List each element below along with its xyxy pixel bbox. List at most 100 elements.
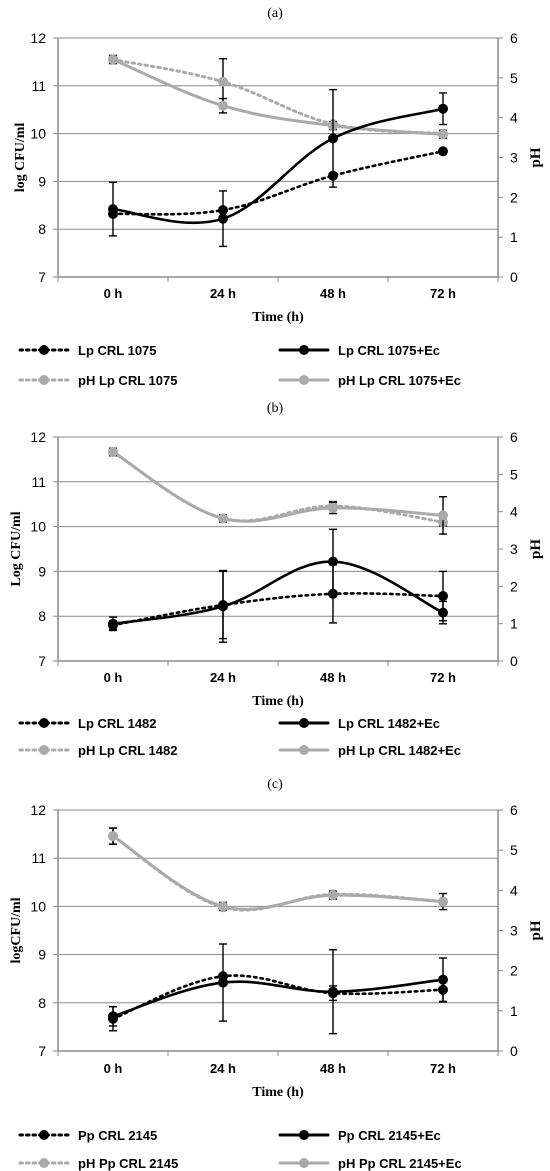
x-tick-label: 24 h <box>210 286 236 301</box>
x-tick-label: 48 h <box>320 286 346 301</box>
legend-swatch-marker <box>39 375 49 385</box>
y-tick-label: 8 <box>38 995 46 1011</box>
y-tick-label: 9 <box>38 173 46 189</box>
x-tick-label: 0 h <box>104 670 123 685</box>
x-axis-title: Time (h) <box>252 694 304 709</box>
legend-label: Lp CRL 1075+Ec <box>338 343 440 358</box>
data-point-s1 <box>108 1011 118 1022</box>
data-point-s3 <box>438 896 448 907</box>
y2-tick-label: 2 <box>510 963 518 979</box>
y2-tick-label: 1 <box>510 616 518 632</box>
y-tick-label: 10 <box>30 898 46 914</box>
y2-tick-label: 2 <box>510 578 518 594</box>
legend-swatch-marker <box>39 345 49 355</box>
x-axis-title: Time (h) <box>252 310 304 325</box>
y2-tick-label: 6 <box>510 429 518 445</box>
data-point-s1 <box>328 986 338 997</box>
legend-label: Pp CRL 2145 <box>78 1128 157 1143</box>
data-point-s1 <box>218 213 228 224</box>
legend-label: Lp CRL 1482+Ec <box>338 716 440 731</box>
y-axis-title: Log CFU/ml <box>9 511 24 586</box>
data-point-s3 <box>108 446 118 457</box>
data-point-s0 <box>438 146 448 157</box>
data-point-s1 <box>108 204 118 215</box>
y2-tick-label: 3 <box>510 923 518 939</box>
legend-swatch-marker <box>39 1158 49 1168</box>
x-tick-label: 0 h <box>104 1061 123 1076</box>
y-axis-title: log CFU/ml <box>13 123 28 193</box>
series-line-0 <box>111 592 445 627</box>
y-tick-label: 7 <box>38 269 46 285</box>
y2-tick-label: 5 <box>510 70 518 86</box>
legend-swatch-marker <box>299 745 309 755</box>
series-line-1 <box>111 107 445 225</box>
y2-tick-label: 4 <box>510 504 518 520</box>
legend-swatch-marker <box>299 718 309 728</box>
data-point-s1 <box>328 133 338 144</box>
y-tick-label: 10 <box>30 126 46 142</box>
data-point-s1 <box>438 607 448 618</box>
x-tick-label: 72 h <box>430 1061 456 1076</box>
y2-tick-label: 6 <box>510 30 518 46</box>
y2-axis-title: pH <box>528 920 544 940</box>
data-point-s1 <box>218 977 228 988</box>
y-tick-label: 11 <box>31 78 46 94</box>
series-line-1 <box>111 978 445 1018</box>
y2-tick-label: 1 <box>510 229 518 245</box>
x-tick-label: 0 h <box>104 286 123 301</box>
data-point-s3 <box>328 502 338 513</box>
y-tick-label: 7 <box>38 653 46 669</box>
data-point-s0 <box>438 591 448 602</box>
y2-tick-label: 3 <box>510 150 518 166</box>
x-tick-label: 48 h <box>320 670 346 685</box>
series-line-1 <box>111 560 445 626</box>
y2-tick-label: 6 <box>510 802 518 818</box>
y2-tick-label: 0 <box>510 653 518 669</box>
data-point-s1 <box>438 974 448 985</box>
data-point-s3 <box>438 129 448 140</box>
y-tick-label: 11 <box>31 850 46 866</box>
panel-label: (c) <box>267 777 283 792</box>
x-tick-label: 48 h <box>320 1061 346 1076</box>
legend-label: Lp CRL 1482 <box>78 716 157 731</box>
series-line-3 <box>111 450 445 523</box>
y-tick-label: 12 <box>30 802 46 818</box>
series-line-3 <box>111 834 445 911</box>
data-point-s3 <box>108 54 118 65</box>
data-point-s3 <box>218 901 228 912</box>
legend-label: pH Lp CRL 1482 <box>78 743 177 758</box>
y-tick-label: 12 <box>30 429 46 445</box>
y-tick-label: 9 <box>38 563 46 579</box>
legend-swatch-marker <box>39 1130 49 1140</box>
data-point-s3 <box>328 890 338 901</box>
legend-swatch-marker <box>39 745 49 755</box>
data-point-s3 <box>218 100 228 111</box>
data-point-s1 <box>328 556 338 567</box>
data-point-s1 <box>108 618 118 629</box>
x-tick-label: 72 h <box>430 670 456 685</box>
panel-label: (a) <box>267 6 283 21</box>
panel-label: (b) <box>267 401 284 416</box>
data-point-s1 <box>438 103 448 114</box>
series-line-0 <box>111 974 445 1021</box>
y2-tick-label: 4 <box>510 882 518 898</box>
x-tick-label: 72 h <box>430 286 456 301</box>
data-point-s3 <box>108 831 118 842</box>
y2-tick-label: 5 <box>510 466 518 482</box>
y2-axis-title: pH <box>528 539 544 559</box>
x-tick-label: 24 h <box>210 670 236 685</box>
data-point-s3 <box>438 510 448 521</box>
y-axis-title: logCFU/ml <box>9 897 24 963</box>
legend-label: Lp CRL 1075 <box>78 343 157 358</box>
y2-axis-title: pH <box>528 147 544 167</box>
y2-tick-label: 0 <box>510 269 518 285</box>
legend-label: Pp CRL 2145+Ec <box>338 1128 441 1143</box>
y-tick-label: 8 <box>38 221 46 237</box>
legend-label: pH Lp CRL 1482+Ec <box>338 743 461 758</box>
y2-tick-label: 0 <box>510 1043 518 1059</box>
y-tick-label: 9 <box>38 947 46 963</box>
